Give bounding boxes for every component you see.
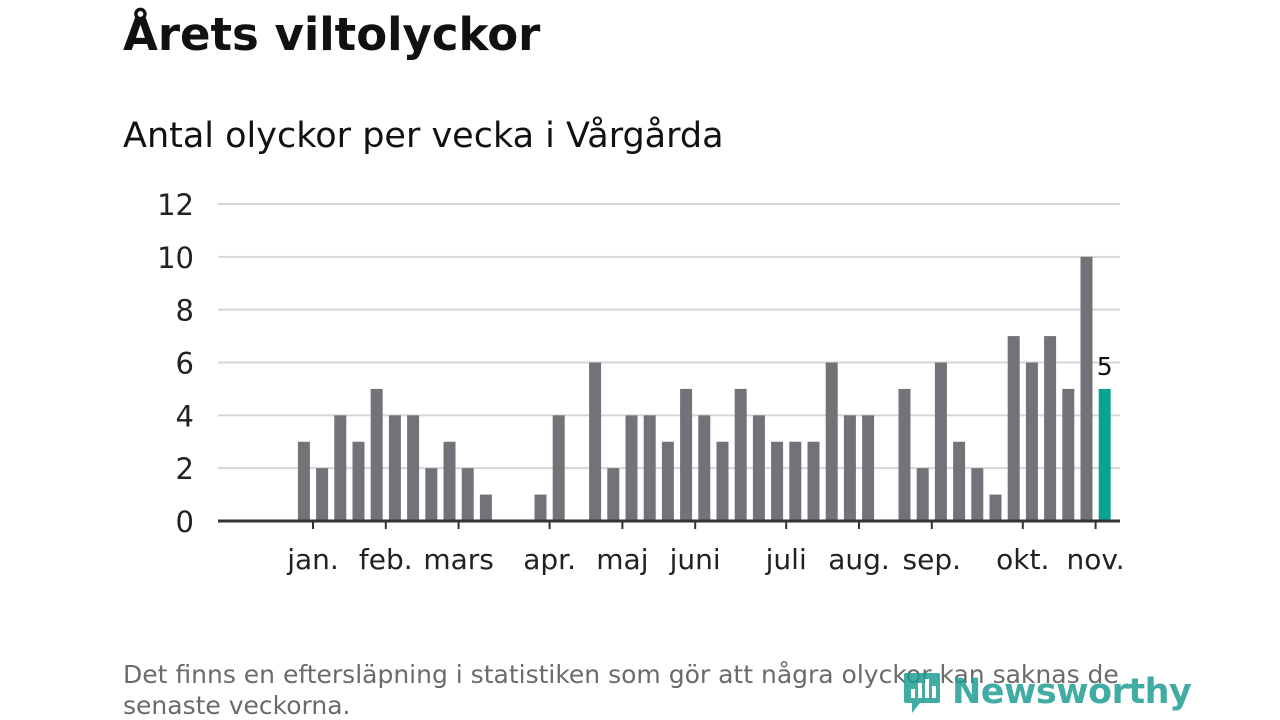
x-tick-label: juni xyxy=(669,543,721,576)
bar xyxy=(643,415,656,521)
bar xyxy=(443,441,456,521)
bar xyxy=(534,494,547,521)
x-tick-label: apr. xyxy=(523,543,576,576)
bar xyxy=(479,494,492,521)
brand-name: Newsworthy xyxy=(952,672,1192,712)
page-title: Årets viltolyckor xyxy=(123,8,541,61)
bar xyxy=(661,441,674,521)
chart-subtitle: Antal olyckor per vecka i Vårgårda xyxy=(123,116,724,156)
x-tick-label: juli xyxy=(765,543,807,576)
bar xyxy=(1044,336,1057,521)
y-tick-label: 4 xyxy=(176,399,194,433)
bar xyxy=(971,468,984,521)
bar xyxy=(752,415,765,521)
y-tick-label: 0 xyxy=(176,505,194,539)
bar xyxy=(589,362,602,521)
footnote: Det finns en eftersläpning i statistiken… xyxy=(123,660,1119,720)
bar xyxy=(989,494,1002,521)
bar xyxy=(862,415,875,521)
bar xyxy=(607,468,620,521)
y-tick-label: 10 xyxy=(157,241,194,275)
bar xyxy=(297,441,310,521)
x-tick-label: feb. xyxy=(359,543,413,576)
x-tick-label: aug. xyxy=(828,543,890,576)
bar xyxy=(716,441,729,521)
x-tick-label: maj xyxy=(596,543,648,576)
bar xyxy=(1080,256,1093,521)
brand-logo: Newsworthy xyxy=(902,666,1192,718)
bar-chart-speech-bubble-icon xyxy=(904,673,940,713)
bar xyxy=(334,415,347,521)
y-tick-label: 12 xyxy=(157,188,194,222)
bar xyxy=(1007,336,1020,521)
y-tick-label: 8 xyxy=(176,294,194,328)
bar xyxy=(388,415,401,521)
bar xyxy=(789,441,802,521)
x-tick-label: mars xyxy=(423,543,494,576)
bar xyxy=(934,362,947,521)
bar xyxy=(407,415,420,521)
bar xyxy=(953,441,966,521)
bar xyxy=(734,388,747,521)
bar xyxy=(807,441,820,521)
bar xyxy=(552,415,565,521)
x-tick-label: okt. xyxy=(996,543,1049,576)
bar xyxy=(1062,388,1075,521)
bar xyxy=(898,388,911,521)
bar xyxy=(625,415,638,521)
x-tick-label: jan. xyxy=(286,543,339,576)
bar xyxy=(370,388,383,521)
bar xyxy=(1025,362,1038,521)
y-tick-label: 2 xyxy=(176,452,194,486)
bar xyxy=(698,415,711,521)
bar xyxy=(425,468,438,521)
bar xyxy=(916,468,929,521)
bar xyxy=(680,388,693,521)
bar xyxy=(825,362,838,521)
highlight-bar xyxy=(1098,388,1111,521)
x-tick-label: sep. xyxy=(903,543,962,576)
y-tick-label: 6 xyxy=(176,347,194,381)
bar xyxy=(316,468,329,521)
bar xyxy=(843,415,856,521)
bar xyxy=(461,468,474,521)
bar xyxy=(771,441,784,521)
x-tick-label: nov. xyxy=(1067,543,1125,576)
bar xyxy=(352,441,365,521)
data-label: 5 xyxy=(1097,352,1113,381)
